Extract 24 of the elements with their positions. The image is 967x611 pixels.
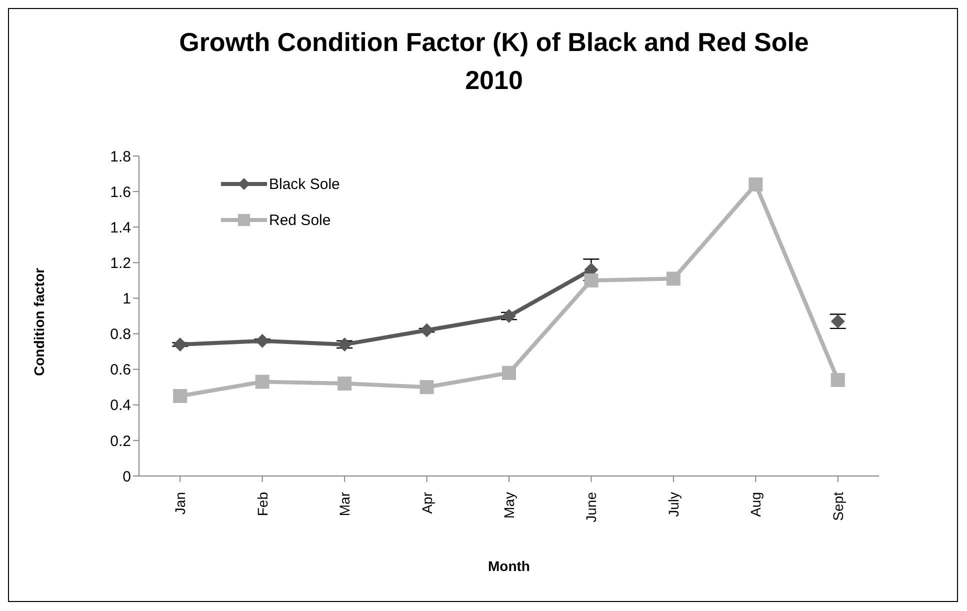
y-tick-label: 1.4 [110,219,131,236]
y-tick-label: 1 [122,290,131,308]
y-tick-label: 0 [122,468,131,486]
y-tick-label: 0.4 [110,397,131,414]
x-tick-label: Mar [336,492,353,516]
x-tick-label: Apr [418,492,435,514]
y-tick-label: 0.6 [110,362,131,379]
x-tick-label: May [501,492,517,518]
y-tick-label: 0.2 [110,432,131,450]
x-tick-label: Jan [172,492,188,515]
legend-label: Black Sole [269,176,340,192]
x-tick-label: Aug [748,492,764,517]
x-tick-label: Feb [254,492,270,516]
legend-label: Red Sole [269,212,331,228]
chart-title: Growth Condition Factor (K) of Black and Red Sole 2010 [178,26,810,97]
y-tick-label: 0.8 [110,326,131,344]
y-tick-label: 1.8 [110,148,131,166]
x-tick-label: July [665,492,682,517]
y-axis-title: Condition factor [30,267,47,376]
y-tick-label: 1.6 [110,184,131,201]
x-axis-title: Month [488,558,530,574]
x-tick-label: Sept [830,492,846,521]
x-tick-label: June [583,492,600,522]
y-tick-label: 1.2 [110,254,131,272]
